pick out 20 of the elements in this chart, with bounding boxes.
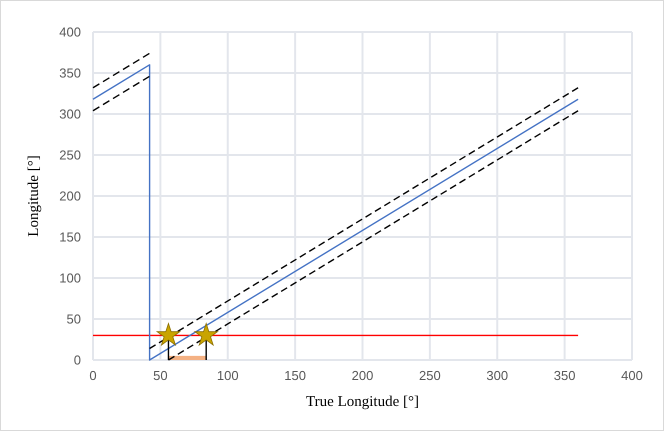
y-tick-label: 300: [59, 106, 81, 122]
y-tick-label: 0: [74, 352, 81, 368]
x-tick-label: 50: [153, 368, 168, 383]
x-tick-label: 350: [554, 368, 576, 383]
y-tick-label: 350: [59, 66, 81, 80]
y-tick-label: 200: [59, 188, 81, 204]
x-tick-label: 200: [352, 368, 374, 383]
x-tick-label: 150: [284, 368, 306, 383]
y-tick-label: 50: [66, 312, 81, 326]
x-tick-label: 300: [486, 368, 508, 383]
y-tick-label: 400: [59, 24, 81, 40]
x-tick-label: 100: [216, 368, 239, 383]
x-tick-label: 0: [89, 368, 97, 383]
y-tick-label: 250: [59, 148, 81, 162]
x-tick-label: 400: [621, 368, 643, 383]
y-axis-title: Longitude [°]: [26, 155, 42, 237]
y-tick-label: 100: [59, 270, 81, 286]
x-tick-label: 250: [419, 368, 441, 383]
x-axis-title: True Longitude [°]: [306, 394, 419, 410]
y-tick-label: 150: [59, 230, 81, 244]
